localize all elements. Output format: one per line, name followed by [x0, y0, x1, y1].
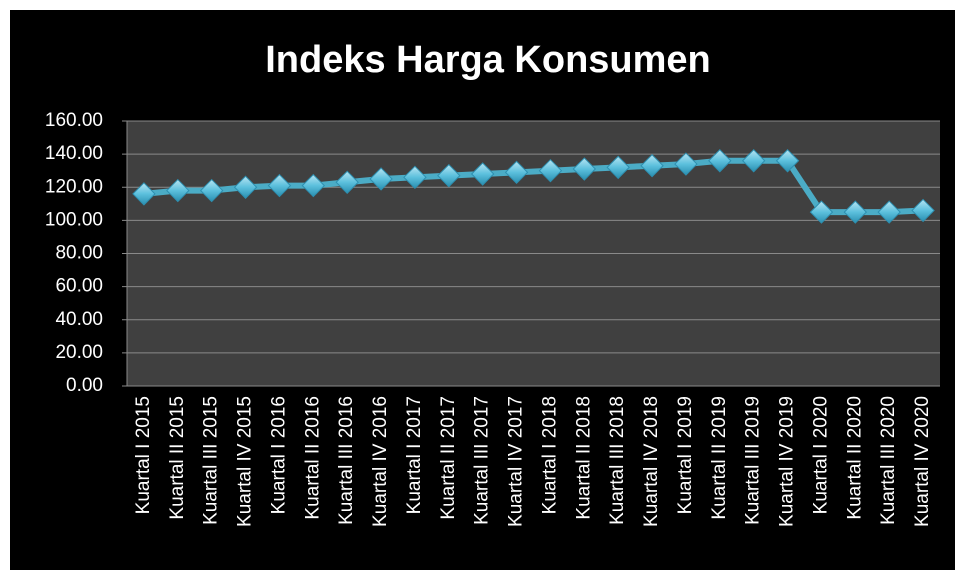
y-tick-label: 80.00	[55, 243, 103, 264]
x-tick-label: Kuartal I 2019	[675, 396, 696, 514]
x-tick-label: Kuartal I 2015	[133, 396, 154, 514]
marker	[640, 154, 664, 178]
x-tick-label: Kuartal III 2019	[743, 396, 764, 525]
x-tick-label: Kuartal IV 2017	[506, 396, 527, 527]
x-tick-label: Kuartal IV 2019	[777, 396, 798, 527]
x-tick-label: Kuartal III 2020	[878, 396, 899, 525]
marker	[775, 149, 800, 173]
x-tick-label: Kuartal III 2017	[472, 396, 493, 525]
x-tick-label: Kuartal II 2017	[438, 396, 459, 520]
x-tick-label: Kuartal III 2018	[607, 396, 628, 525]
marker	[843, 200, 868, 224]
marker	[741, 149, 766, 173]
marker	[674, 152, 698, 176]
x-tick-label: Kuartal II 2018	[573, 396, 594, 520]
marker	[335, 170, 359, 194]
x-tick-label: Kuartal I 2016	[268, 396, 289, 514]
y-tick-label: 60.00	[55, 276, 103, 297]
x-tick-label: Kuartal III 2016	[336, 396, 357, 525]
x-tick-label: Kuartal II 2015	[167, 396, 188, 520]
x-tick-label: Kuartal I 2018	[539, 396, 560, 514]
marker	[369, 167, 393, 191]
x-tick-label: Kuartal I 2017	[404, 396, 425, 514]
x-tick-label: Kuartal II 2016	[302, 396, 323, 520]
x-tick-label: Kuartal II 2020	[844, 396, 865, 520]
marker	[470, 162, 495, 186]
marker	[809, 200, 834, 224]
marker	[437, 163, 461, 188]
marker	[572, 157, 597, 181]
marker	[911, 198, 935, 223]
marker	[403, 165, 427, 190]
y-tick-label: 20.00	[55, 342, 103, 363]
x-tick-label: Kuartal IV 2018	[641, 396, 662, 527]
y-tick-label: 100.00	[45, 209, 103, 230]
x-tick-label: Kuartal III 2015	[201, 396, 222, 525]
marker	[267, 173, 292, 198]
x-tick-label: Kuartal II 2019	[709, 396, 730, 520]
x-tick-label: Kuartal I 2020	[810, 396, 831, 514]
marker	[606, 155, 630, 180]
y-tick-label: 140.00	[45, 143, 103, 164]
marker	[132, 182, 156, 206]
marker	[233, 175, 258, 199]
chart-title: Indeks Harga Konsumen	[265, 39, 711, 81]
x-tick-label: Kuartal IV 2020	[912, 396, 933, 527]
marker	[301, 173, 326, 198]
x-tick-label: Kuartal IV 2016	[370, 396, 391, 527]
marker	[166, 178, 190, 203]
marker	[504, 160, 529, 185]
marker	[538, 158, 563, 183]
y-tick-label: 160.00	[45, 110, 103, 131]
x-tick-label: Kuartal IV 2015	[235, 396, 256, 527]
marker	[199, 178, 224, 203]
y-tick-label: 0.00	[66, 375, 103, 396]
marker	[708, 149, 732, 173]
y-tick-label: 40.00	[55, 309, 103, 330]
marker	[877, 200, 901, 224]
y-tick-label: 120.00	[45, 176, 103, 197]
